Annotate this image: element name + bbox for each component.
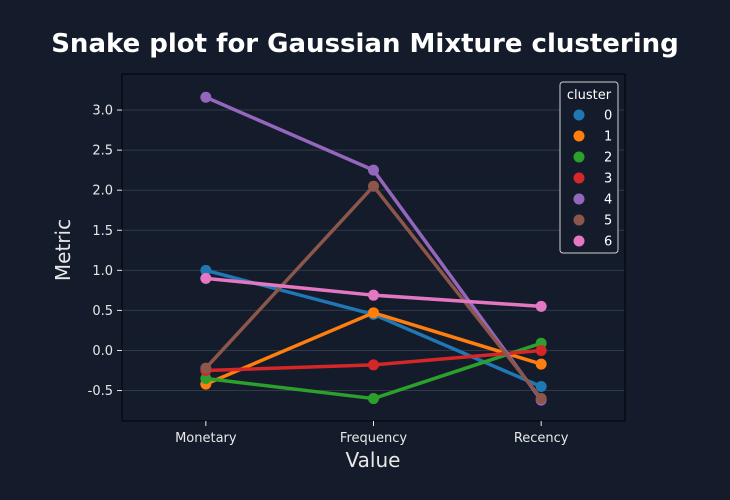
series-line	[204, 311, 543, 386]
data-point	[368, 164, 379, 176]
y-tick-label: 1.0	[92, 264, 113, 279]
x-tick-label: Recency	[514, 431, 569, 446]
data-point	[535, 358, 547, 370]
x-axis: Monetary Frequency Recency	[175, 421, 569, 446]
legend-box	[559, 81, 619, 254]
y-tick-label: 1.5	[92, 224, 113, 239]
series-cluster-5	[200, 180, 547, 405]
legend-marker	[573, 214, 585, 226]
x-tick-label: Frequency	[340, 431, 407, 446]
legend-label: 5	[604, 214, 612, 229]
legend-label: 2	[604, 151, 612, 166]
data-point	[200, 91, 212, 103]
data-point	[368, 289, 379, 301]
y-tick-label: -0.5	[88, 384, 113, 399]
legend-marker	[573, 235, 585, 247]
data-point	[368, 307, 379, 319]
chart-title: Snake plot for Gaussian Mixture clusteri…	[51, 29, 679, 59]
legend-label: 6	[604, 235, 612, 250]
y-tick-label: 0.5	[92, 304, 113, 319]
legend-title: cluster	[567, 88, 612, 103]
legend-label: 1	[604, 130, 612, 145]
y-tick-label: 2.0	[92, 184, 113, 199]
data-point	[200, 272, 212, 284]
y-tick-label: 2.5	[92, 144, 113, 159]
y-tick-label: 0.0	[92, 344, 113, 359]
series-cluster-2	[200, 337, 547, 405]
data-point	[368, 393, 379, 405]
data-point	[535, 344, 547, 356]
x-axis-label: Value	[346, 448, 401, 472]
legend-label: 3	[604, 172, 612, 187]
legend: cluster 0 1 2 3 4 5 6	[559, 81, 619, 254]
y-axis-label: Metric	[51, 219, 75, 281]
data-point	[368, 359, 379, 371]
data-point	[200, 373, 212, 385]
legend-label: 0	[604, 109, 612, 124]
grid-layer	[122, 109, 625, 392]
y-tick-label: 3.0	[92, 104, 113, 119]
legend-items: 0 1 2 3 4 5 6	[573, 109, 612, 250]
data-point	[200, 264, 212, 276]
data-point	[200, 362, 212, 374]
legend-marker	[573, 193, 585, 205]
x-tick-label: Monetary	[175, 431, 237, 446]
legend-marker	[573, 172, 585, 184]
legend-marker	[573, 130, 585, 142]
data-point	[535, 393, 547, 405]
legend-marker	[573, 109, 585, 121]
legend-label: 4	[604, 193, 612, 208]
legend-marker	[573, 151, 585, 163]
data-point	[535, 300, 547, 312]
series-cluster-6	[200, 272, 547, 312]
data-point	[368, 180, 379, 192]
y-axis: -0.5 0.0 0.5 1.0 1.5 2.0 2.5 3.0	[88, 104, 122, 399]
series-layer	[200, 91, 547, 406]
series-cluster-1	[200, 307, 547, 390]
data-point	[535, 381, 547, 393]
